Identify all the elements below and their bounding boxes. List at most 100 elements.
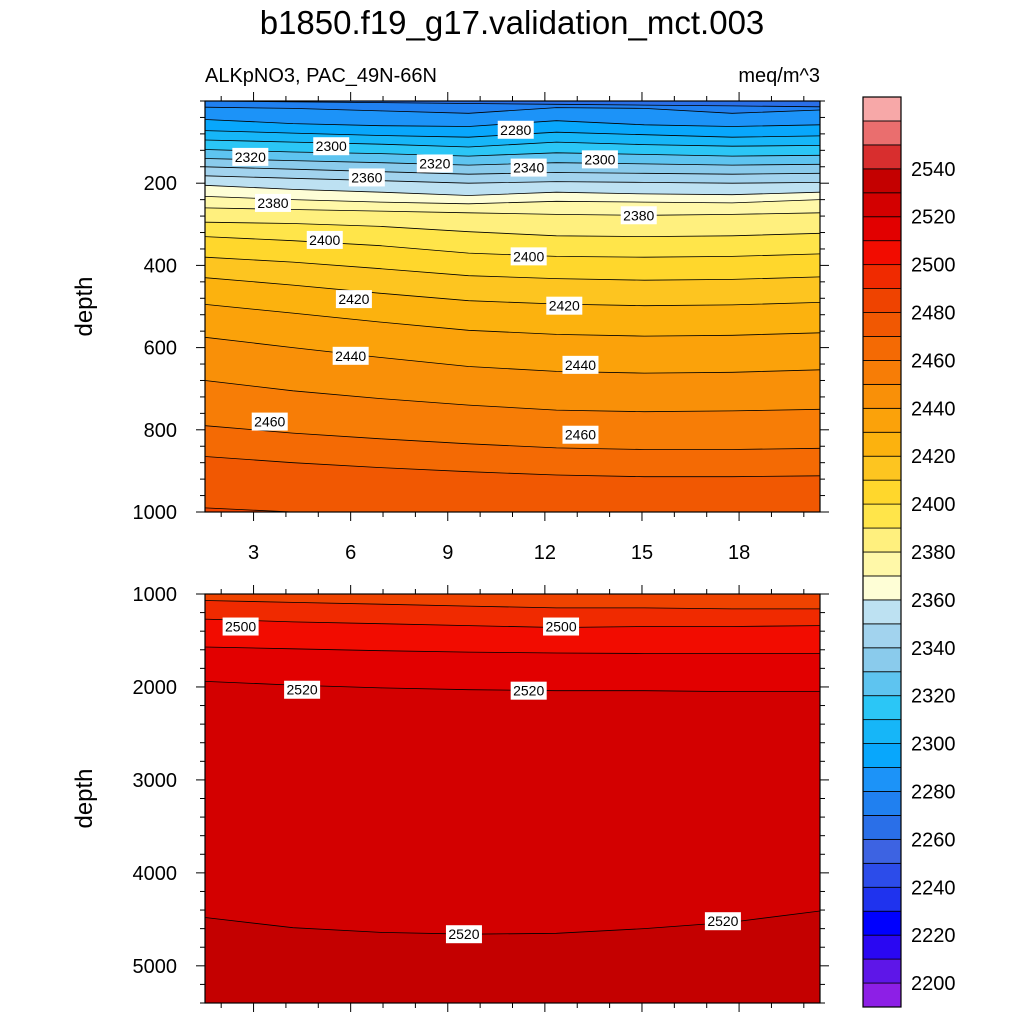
colorbar-box bbox=[862, 96, 902, 122]
colorbar-box bbox=[862, 264, 902, 289]
contour-line bbox=[205, 336, 820, 374]
contour-line bbox=[205, 101, 820, 108]
contour-label-text: 2400 bbox=[309, 232, 340, 248]
contour-label-text: 2440 bbox=[335, 348, 366, 364]
colorbar-box bbox=[862, 671, 902, 697]
contour-label-bg bbox=[416, 154, 453, 173]
colorbar-box bbox=[862, 623, 902, 649]
contour-label-text: 2520 bbox=[287, 682, 318, 698]
contour-label-bg bbox=[562, 355, 599, 374]
colorbar-label: 2400 bbox=[911, 494, 956, 516]
colorbar-box bbox=[862, 192, 902, 218]
contour-line bbox=[205, 196, 820, 205]
colorbar-label: 2260 bbox=[911, 829, 956, 851]
contour-line bbox=[205, 304, 820, 337]
units-label: meq/m^3 bbox=[738, 65, 820, 87]
contour-label-text: 2520 bbox=[513, 683, 544, 699]
y-tick-label: 400 bbox=[144, 255, 177, 277]
contour-label-text: 2320 bbox=[235, 149, 266, 165]
contour-label-text: 2360 bbox=[351, 169, 382, 185]
x-tick-label: 9 bbox=[442, 542, 453, 564]
contour-label: 2520 bbox=[704, 912, 741, 931]
colorbar-label: 2240 bbox=[911, 877, 956, 899]
y-tick-label: 3000 bbox=[133, 770, 178, 792]
contour-line bbox=[205, 380, 820, 413]
colorbar-box bbox=[862, 695, 902, 721]
contour-label-bg bbox=[232, 147, 269, 166]
contour-label-bg bbox=[313, 137, 350, 156]
contour-line bbox=[205, 106, 820, 114]
contour-label-bg bbox=[445, 925, 482, 944]
contour-label: 2500 bbox=[222, 617, 259, 636]
colorbar-box bbox=[862, 455, 902, 481]
contour-line bbox=[205, 646, 820, 654]
colorbar-box bbox=[862, 958, 902, 984]
contour-line bbox=[205, 184, 820, 196]
upper-panel: 2280 2300 2300 2320 2320 2340 2360 2380 2380 2400… bbox=[71, 92, 829, 564]
colorbar-frame bbox=[862, 96, 902, 1008]
colorbar-label: 2480 bbox=[911, 303, 956, 325]
contour-label-text: 2460 bbox=[565, 427, 596, 443]
x-tick-label: 18 bbox=[728, 542, 750, 564]
contour-label: 2440 bbox=[332, 346, 369, 365]
x-tick-label: 6 bbox=[345, 542, 356, 564]
contour-label-bg bbox=[546, 296, 583, 315]
colorbar-box bbox=[862, 383, 902, 409]
contour-band bbox=[205, 911, 820, 1003]
colorbar-box bbox=[862, 168, 902, 194]
y-tick-label: 1000 bbox=[133, 584, 178, 606]
contour-line bbox=[205, 149, 820, 157]
colorbar-box bbox=[862, 527, 902, 553]
contour-label-bg bbox=[251, 412, 288, 431]
contour-label-text: 2520 bbox=[448, 926, 479, 942]
contour-line bbox=[205, 600, 820, 610]
colorbar-box bbox=[862, 479, 902, 505]
contour-label-text: 2520 bbox=[707, 913, 738, 929]
colorbar-box bbox=[862, 312, 902, 337]
y-axis-label: depth bbox=[71, 276, 98, 336]
colorbar-label: 2500 bbox=[911, 255, 956, 277]
contour-line bbox=[205, 425, 820, 450]
contour-line bbox=[205, 207, 820, 216]
colorbar-label: 2380 bbox=[911, 542, 956, 564]
colorbar-box bbox=[862, 767, 902, 792]
x-tick-label: 15 bbox=[631, 542, 653, 564]
y-tick-label: 4000 bbox=[133, 863, 178, 885]
colorbar-box bbox=[862, 240, 902, 266]
colorbar-box bbox=[862, 336, 902, 361]
contour-label-text: 2400 bbox=[513, 248, 544, 264]
contour-label-bg bbox=[510, 158, 547, 177]
colorbar-box bbox=[862, 120, 902, 146]
contour-label-text: 2460 bbox=[254, 414, 285, 430]
y-tick-label: 600 bbox=[144, 338, 177, 360]
colorbar-box bbox=[862, 886, 902, 912]
colorbar-box bbox=[862, 216, 902, 242]
y-tick-label: 200 bbox=[144, 173, 177, 195]
contour-label-bg bbox=[510, 681, 547, 700]
contour-label-text: 2280 bbox=[500, 122, 531, 138]
contour-label-bg bbox=[306, 230, 343, 249]
contour-label: 2320 bbox=[232, 147, 269, 166]
colorbar-box bbox=[862, 431, 902, 457]
contour-label-text: 2500 bbox=[545, 619, 576, 635]
contour-label-bg bbox=[497, 120, 534, 139]
colorbar-label: 2320 bbox=[911, 686, 956, 708]
contour-label: 2440 bbox=[562, 355, 599, 374]
contour-label-bg bbox=[543, 617, 580, 636]
contour-label-bg bbox=[222, 617, 259, 636]
contour-label-bg bbox=[284, 680, 321, 699]
contour-label: 2520 bbox=[445, 925, 482, 944]
contour-label-bg bbox=[348, 168, 385, 187]
colorbar-box bbox=[862, 838, 902, 864]
contour-label: 2420 bbox=[335, 290, 372, 309]
contour-label: 2400 bbox=[306, 230, 343, 249]
contour-fills bbox=[205, 101, 820, 512]
contour-label: 2460 bbox=[562, 425, 599, 444]
contour-label-bg bbox=[704, 912, 741, 931]
colorbar-box bbox=[862, 982, 902, 1008]
contour-line bbox=[205, 618, 820, 628]
contour-label: 2340 bbox=[510, 158, 547, 177]
colorbar-box bbox=[862, 144, 902, 170]
y-tick-label: 1000 bbox=[133, 502, 178, 524]
colorbar-label: 2280 bbox=[911, 781, 956, 803]
